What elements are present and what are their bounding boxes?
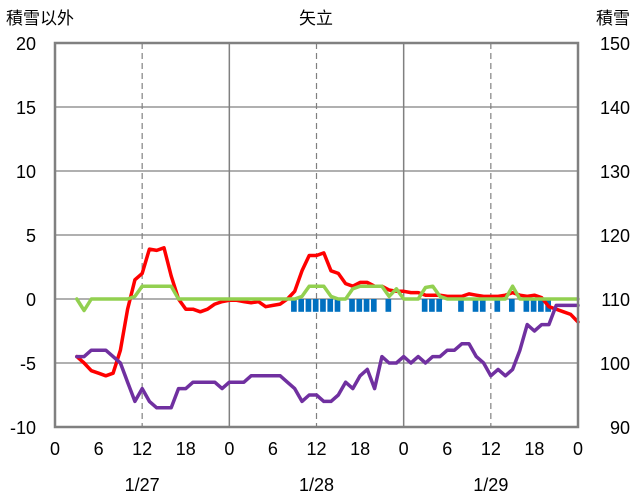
right-tick-label: 90 — [610, 418, 630, 438]
series-line-2 — [75, 303, 580, 410]
right-tick-label: 110 — [601, 290, 630, 310]
snowfall-bars — [291, 299, 551, 312]
x-tick-label: 18 — [176, 439, 196, 459]
snowfall-bar — [472, 299, 479, 312]
left-tick-label: 10 — [16, 162, 36, 182]
x-tick-label: 6 — [268, 439, 278, 459]
x-tick-label: 12 — [481, 439, 501, 459]
right-tick-label: 150 — [600, 34, 630, 54]
x-tick-label: 0 — [399, 439, 409, 459]
x-tick-label: 6 — [94, 439, 104, 459]
snowfall-bar — [458, 299, 464, 312]
plot-frame — [53, 41, 580, 429]
snowfall-bar — [479, 299, 486, 312]
left-tick-label: 20 — [16, 34, 36, 54]
snowfall-bar — [363, 299, 370, 312]
snowfall-bar — [429, 299, 435, 312]
x-tick-label: 6 — [442, 439, 452, 459]
x-tick-label: 18 — [350, 439, 370, 459]
snowfall-bar — [494, 299, 501, 312]
snowfall-bar — [356, 299, 363, 312]
series-line-0 — [75, 246, 580, 378]
chart-title: 矢立 — [299, 9, 333, 28]
left-tick-label: 0 — [26, 290, 36, 310]
snowfall-bar — [523, 299, 530, 312]
snowfall-bar — [530, 299, 537, 312]
left-axis-title: 積雪以外 — [6, 9, 74, 28]
right-tick-label: 130 — [600, 162, 630, 182]
date-label: 1/29 — [473, 475, 508, 495]
date-label: 1/27 — [125, 475, 160, 495]
x-tick-label: 12 — [306, 439, 326, 459]
snowfall-bar — [334, 299, 341, 312]
x-tick-label: 0 — [50, 439, 60, 459]
snowfall-bar — [385, 299, 392, 312]
x-tick-label: 0 — [573, 439, 583, 459]
snowfall-bar — [508, 299, 515, 312]
series-lines — [75, 246, 580, 410]
snowfall-bar — [312, 299, 319, 312]
left-tick-label: -10 — [10, 418, 36, 438]
snowfall-bar — [327, 299, 334, 312]
snowfall-bar — [436, 299, 443, 312]
snowfall-bar — [291, 299, 297, 312]
snowfall-bar — [320, 299, 326, 312]
left-tick-label: 5 — [26, 226, 36, 246]
right-tick-label: 120 — [600, 226, 630, 246]
snowfall-bar — [305, 299, 312, 312]
snowfall-bar — [349, 299, 355, 312]
left-tick-label: 15 — [16, 98, 36, 118]
snowfall-bar — [370, 299, 377, 312]
x-tick-label: 0 — [224, 439, 234, 459]
grid-lines — [55, 43, 578, 427]
snowfall-bar — [421, 299, 428, 312]
x-tick-label: 12 — [132, 439, 152, 459]
right-tick-label: 140 — [600, 98, 630, 118]
series-line-1 — [75, 284, 580, 313]
right-axis-title: 積雪 — [596, 9, 630, 28]
x-tick-label: 18 — [524, 439, 544, 459]
snowfall-bar — [298, 299, 305, 312]
left-tick-label: -5 — [20, 354, 36, 374]
date-label: 1/28 — [299, 475, 334, 495]
right-tick-label: 100 — [600, 354, 630, 374]
snowfall-bar — [538, 299, 544, 312]
